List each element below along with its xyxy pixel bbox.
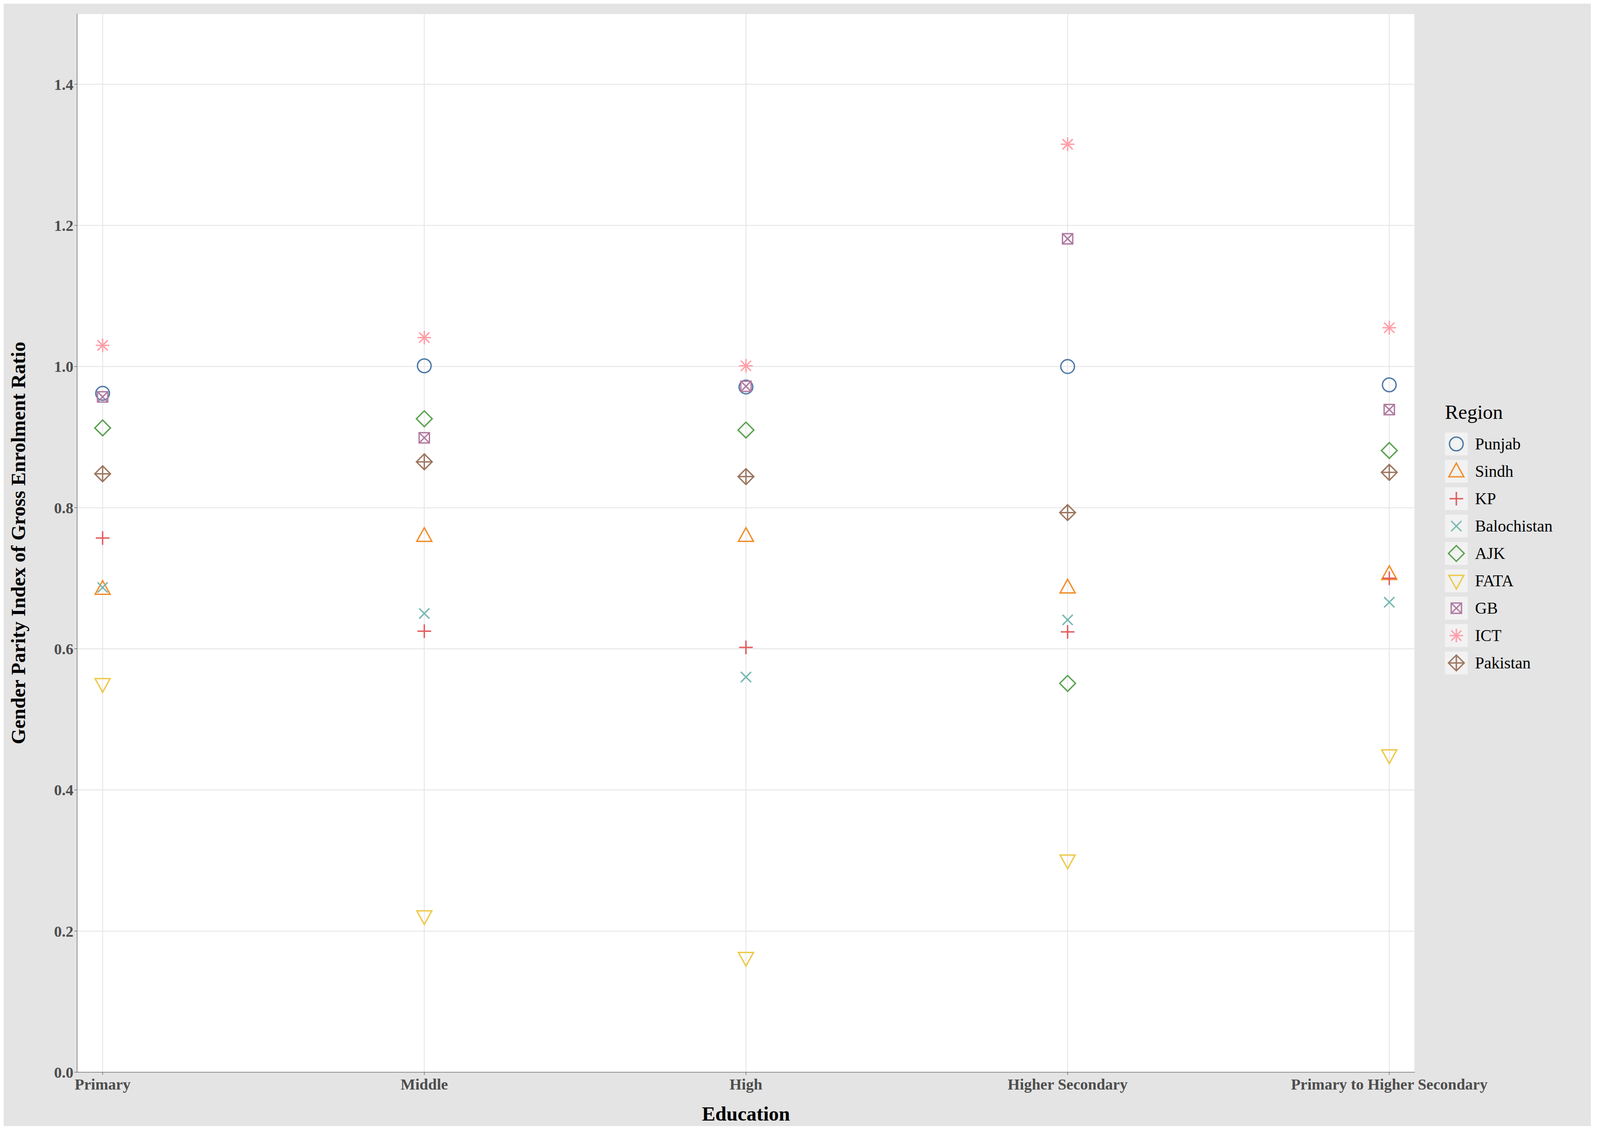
svg-text:0.6: 0.6 — [54, 640, 74, 658]
svg-text:Middle: Middle — [400, 1075, 448, 1093]
svg-text:1.2: 1.2 — [54, 217, 74, 234]
html-text:Balochistan: Balochistan — [1475, 516, 1553, 536]
svg-text:Education: Education — [701, 1102, 790, 1125]
svg-text:1.0: 1.0 — [54, 358, 74, 375]
svg-text:High: High — [729, 1075, 763, 1093]
svg-text:Higher Secondary: Higher Secondary — [1007, 1075, 1128, 1093]
html-text:Sindh: Sindh — [1475, 462, 1514, 481]
svg-text:0.8: 0.8 — [54, 499, 74, 517]
html-text:AJK: AJK — [1475, 544, 1506, 563]
svg-text:0.4: 0.4 — [54, 781, 74, 799]
html-text:Region: Region — [1444, 400, 1503, 424]
html-text:KP: KP — [1475, 489, 1497, 508]
html-text:Punjab: Punjab — [1475, 434, 1521, 453]
html-text:Pakistan: Pakistan — [1475, 653, 1531, 672]
svg-text:1.4: 1.4 — [54, 76, 74, 94]
html-text:FATA: FATA — [1475, 571, 1514, 590]
html-text:ICT: ICT — [1475, 626, 1502, 645]
svg-text:Primary: Primary — [74, 1075, 131, 1093]
svg-text:Primary to Higher Secondary: Primary to Higher Secondary — [1291, 1075, 1488, 1093]
svg-text:Gender Parity Index of Gross E: Gender Parity Index of Gross Enrolment R… — [7, 341, 30, 744]
svg-text:0.0: 0.0 — [54, 1063, 74, 1081]
html-text:GB: GB — [1475, 598, 1498, 618]
svg-text:0.2: 0.2 — [54, 922, 74, 940]
